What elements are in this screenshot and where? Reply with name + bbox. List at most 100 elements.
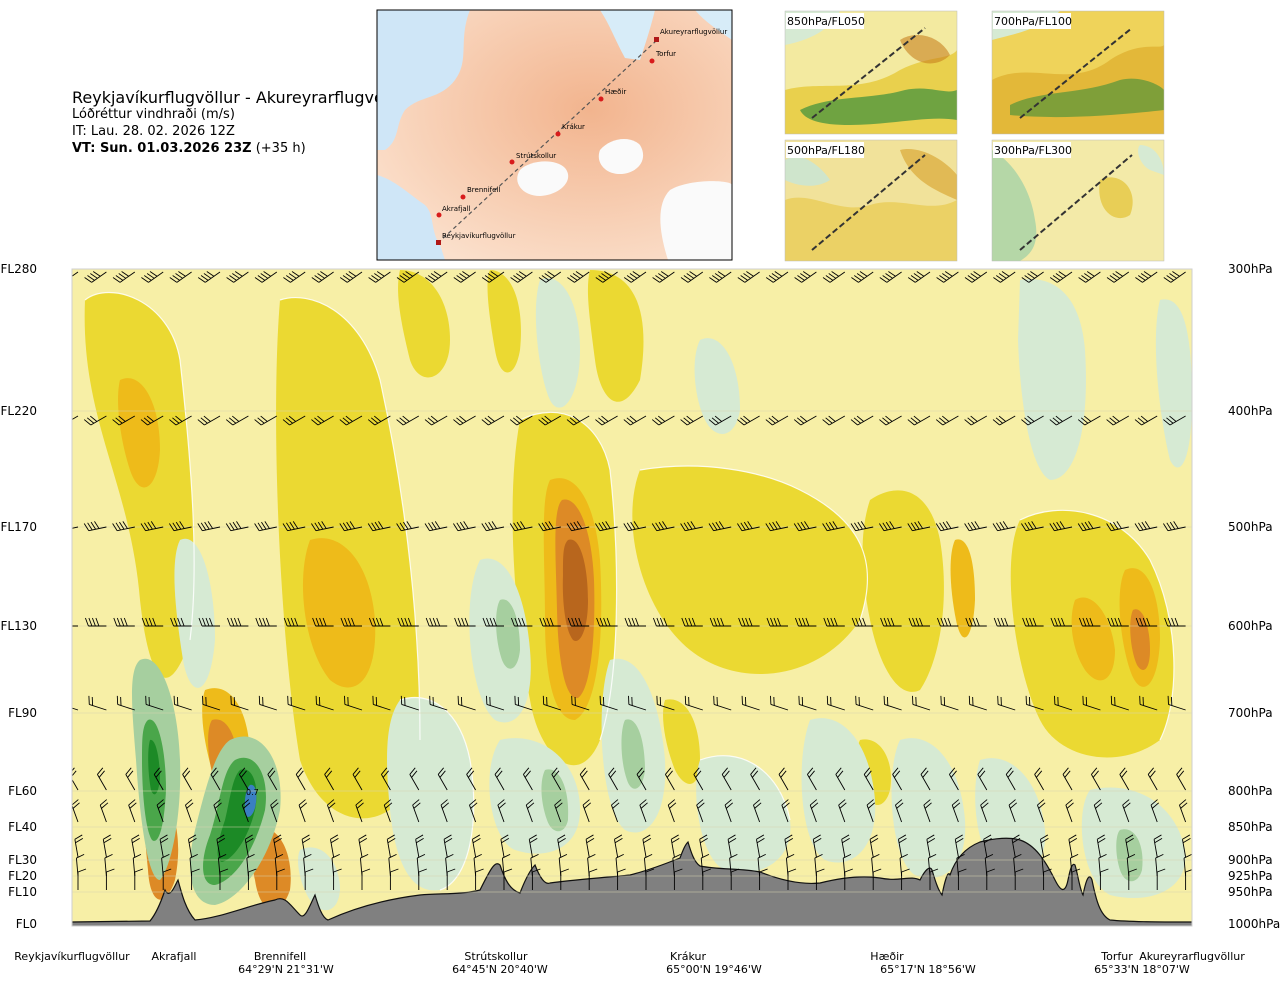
wind-barb	[1043, 868, 1052, 890]
wind-barb	[863, 767, 874, 791]
wind-barb	[472, 834, 481, 858]
wind-barb	[191, 868, 200, 890]
wind-barb	[680, 271, 704, 283]
wind-barb	[838, 799, 847, 823]
wind-barb	[367, 415, 391, 426]
wind-barb	[97, 767, 107, 791]
wind-barb	[993, 271, 1016, 283]
wind-barb	[1068, 834, 1078, 858]
wind-barb	[935, 521, 959, 532]
x-tick-label: Akureyrarflugvöllur	[1139, 950, 1245, 963]
wind-barb	[112, 521, 135, 532]
wind-barb	[880, 617, 902, 627]
inset-850-label: 850hPa/FL050	[787, 15, 865, 28]
map-marker-haedir	[598, 96, 604, 102]
wind-barb	[340, 617, 362, 627]
wind-barb	[358, 834, 368, 858]
wind-barb	[202, 695, 221, 711]
wind-barb	[1091, 767, 1101, 791]
y-tick-label-left: FL280	[1, 262, 38, 276]
x-tick-label: Hæðir	[870, 950, 904, 963]
wind-barb	[1011, 834, 1021, 858]
wind-barb	[765, 271, 789, 283]
wind-barb	[287, 695, 306, 711]
wind-barb	[475, 868, 484, 890]
wind-barb	[794, 617, 817, 627]
wind-barbs	[72, 271, 1192, 890]
map-frame	[376, 9, 733, 261]
wind-barb	[901, 868, 910, 890]
wind-barb	[312, 617, 334, 627]
wind-barb	[585, 834, 595, 858]
wind-barb	[872, 868, 882, 890]
wind-barb	[113, 617, 135, 627]
wind-barb	[315, 695, 334, 711]
wind-barb	[273, 834, 282, 858]
wind-barb	[538, 415, 562, 426]
wind-barb	[425, 271, 448, 283]
route-map: Akureyrarflugvöllur Torfur Hæðir Krákur …	[376, 9, 733, 261]
wind-barb	[153, 767, 164, 791]
wind-barb	[425, 617, 448, 627]
wind-barb	[656, 695, 675, 711]
map-sea-northeast	[695, 10, 732, 40]
inset-300-label: 300hPa/FL300	[994, 144, 1072, 157]
wind-barb	[680, 415, 704, 426]
wind-barb	[1150, 799, 1160, 823]
wind-barb	[368, 617, 391, 627]
wind-barb	[652, 617, 675, 627]
map-glacier-hofsjokull	[598, 138, 644, 175]
wind-barb	[879, 415, 902, 426]
wind-barb	[324, 767, 334, 791]
wind-barb	[486, 695, 505, 711]
wind-barb	[554, 799, 563, 823]
issue-time: IT: Lau. 28. 02. 2026 12Z	[72, 124, 235, 139]
y-tick-label-right: 950hPa	[1228, 885, 1273, 899]
wind-barb	[1106, 415, 1130, 426]
wind-barb	[112, 415, 136, 426]
wind-barb	[125, 767, 136, 791]
map-marker-reykjavikurflugvollur	[436, 240, 441, 245]
wind-barb	[614, 834, 623, 858]
wind-barb	[708, 521, 732, 532]
wind-barb	[936, 271, 959, 283]
wind-barb	[851, 271, 874, 283]
wind-barb	[1163, 415, 1186, 426]
wind-barb	[624, 617, 646, 627]
map-label-torfur: Torfur	[655, 50, 676, 58]
map-route-line	[437, 39, 658, 244]
y-tick-label-right: 300hPa	[1228, 262, 1273, 276]
inset-700-patch-b	[1010, 78, 1164, 118]
wind-barb	[895, 799, 904, 823]
wind-barb	[169, 415, 192, 426]
wind-barb	[1008, 799, 1018, 823]
y-tick-label-right: 700hPa	[1228, 706, 1273, 720]
wind-barb	[1049, 521, 1073, 532]
inset-500: 500hPa/FL180	[784, 139, 958, 262]
wind-barb	[642, 834, 652, 858]
vw-rising-light	[174, 278, 1192, 911]
wind-barb	[418, 868, 427, 890]
wind-barb	[756, 834, 765, 858]
y-tick-label-left: FL130	[1, 619, 38, 633]
wind-barb	[247, 868, 257, 890]
wind-barb	[822, 521, 845, 532]
wind-barb	[781, 799, 790, 823]
wind-barb	[84, 617, 107, 627]
wind-barb	[809, 799, 819, 823]
wind-barb	[617, 868, 626, 890]
inset-700-route	[1019, 27, 1133, 119]
y-tick-label-right: 925hPa	[1228, 869, 1273, 883]
wind-barb	[822, 271, 846, 283]
wind-barb	[131, 834, 140, 858]
y-tick-label-left: FL10	[8, 885, 37, 899]
wind-barb	[667, 799, 677, 823]
wind-barb	[510, 617, 533, 627]
wind-barb	[595, 415, 618, 426]
wind-barb	[141, 271, 164, 283]
wind-barb	[908, 617, 930, 627]
map-marker-brennifell	[460, 194, 466, 200]
wind-barb	[226, 271, 249, 283]
wind-barb	[409, 767, 420, 791]
wind-barb	[727, 834, 737, 858]
